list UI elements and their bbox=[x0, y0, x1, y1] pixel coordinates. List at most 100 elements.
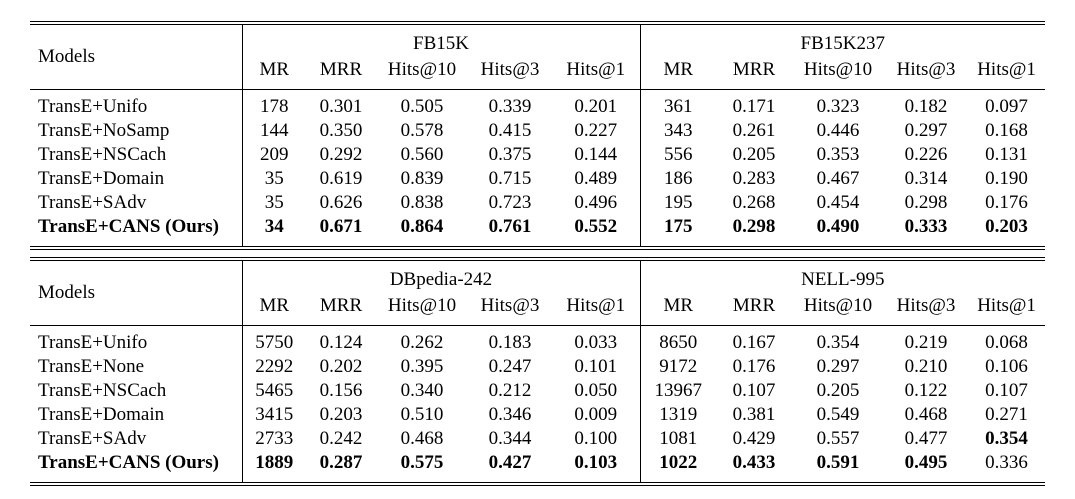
metric-value-cell: 0.375 bbox=[488, 144, 532, 165]
metric-value-cell: 0.477 bbox=[904, 428, 948, 449]
model-name-cell: TransE+None bbox=[30, 355, 243, 379]
model-name-cell: TransE+CANS (Ours) bbox=[30, 451, 243, 484]
metric-value-cell: 0.353 bbox=[816, 144, 860, 165]
metric-value-cell: 0.050 bbox=[552, 379, 641, 403]
metric-value-cell: 0.626 bbox=[319, 192, 363, 213]
metric-value-cell: 0.201 bbox=[552, 89, 641, 119]
metric-value-cell: 0.103 bbox=[552, 451, 641, 484]
metric-value-cell: 0.100 bbox=[552, 427, 641, 451]
table-row: TransE+Unifo 178 0.301 0.505 0.339 0.201 361 0.… bbox=[30, 89, 1045, 119]
metric-value-cell: 0.715 bbox=[488, 168, 532, 189]
metric-value-cell: 0.839 bbox=[400, 168, 444, 189]
model-name-cell: TransE+NSCach bbox=[30, 143, 243, 167]
metric-header: Hits@3 bbox=[884, 293, 969, 326]
metric-value-cell: 0.314 bbox=[904, 168, 948, 189]
metric-value-cell: 0.171 bbox=[732, 96, 776, 117]
table-row: TransE+Domain 3415 0.203 0.510 0.346 0.009 131… bbox=[30, 403, 1045, 427]
table-row: TransE+SAdv 35 0.626 0.838 0.723 0.496 195 0.26… bbox=[30, 191, 1045, 215]
table-row: TransE+CANS (Ours) 1889 0.287 0.575 0.427 0.1… bbox=[30, 451, 1045, 484]
metric-value-cell: 0.226 bbox=[904, 144, 948, 165]
metric-value-cell: 1319 bbox=[659, 404, 698, 425]
metric-value-cell: 0.298 bbox=[732, 216, 776, 237]
metric-header: Hits@1 bbox=[552, 293, 641, 326]
metric-value-cell: 0.297 bbox=[904, 120, 948, 141]
table-row: TransE+None 2292 0.202 0.395 0.247 0.101 9172 0… bbox=[30, 355, 1045, 379]
metric-value-cell: 2292 bbox=[255, 356, 294, 377]
metric-value-cell: 0.287 bbox=[319, 452, 363, 473]
metric-value-cell: 0.101 bbox=[552, 355, 641, 379]
metric-header: MRR bbox=[716, 57, 793, 90]
metric-value-cell: 0.203 bbox=[985, 216, 1028, 237]
metric-value-cell: 0.167 bbox=[732, 332, 776, 353]
model-name-cell: TransE+Unifo bbox=[30, 89, 243, 119]
metric-header: Hits@3 bbox=[468, 57, 552, 90]
metric-value-cell: 343 bbox=[664, 120, 693, 141]
metric-value-cell: 0.262 bbox=[400, 332, 444, 353]
metric-value-cell: 0.505 bbox=[400, 96, 444, 117]
metric-value-cell: 0.333 bbox=[904, 216, 948, 237]
model-name-cell: TransE+Domain bbox=[30, 167, 243, 191]
metric-value-cell: 0.429 bbox=[732, 428, 776, 449]
dataset-header: FB15K237 bbox=[800, 32, 886, 54]
metric-value-cell: 195 bbox=[664, 192, 693, 213]
metric-value-cell: 1081 bbox=[659, 428, 698, 449]
table-header: Models DBpedia-242 NELL-995 MR MRR Hits@10 Hit… bbox=[30, 259, 1046, 326]
metric-value-cell: 0.268 bbox=[732, 192, 776, 213]
metric-value-cell: 209 bbox=[260, 144, 289, 165]
metric-value-cell: 1022 bbox=[659, 452, 698, 473]
metric-value-cell: 0.323 bbox=[816, 96, 860, 117]
metric-value-cell: 0.446 bbox=[816, 120, 860, 141]
metric-value-cell: 0.242 bbox=[319, 428, 363, 449]
metric-value-cell: 0.433 bbox=[732, 452, 776, 473]
metric-value-cell: 0.107 bbox=[732, 380, 776, 401]
metric-value-cell: 0.205 bbox=[732, 144, 776, 165]
table-body: TransE+Unifo 5750 0.124 0.262 0.183 0.033 8650… bbox=[30, 325, 1045, 484]
metric-header-row: MR MRR Hits@10 Hits@3 Hits@1 MR MRR Hits@10 Hits… bbox=[30, 293, 1046, 326]
metric-value-cell: 0.671 bbox=[319, 216, 363, 237]
model-name-cell: TransE+Domain bbox=[30, 403, 243, 427]
metric-value-cell: 178 bbox=[260, 96, 289, 117]
model-name-cell: TransE+SAdv bbox=[30, 191, 243, 215]
metric-header: Hits@1 bbox=[968, 293, 1046, 326]
dataset-header-row: Models FB15K FB15K237 bbox=[30, 23, 1045, 90]
metric-value-cell: 0.182 bbox=[904, 96, 948, 117]
metric-value-cell: 0.336 bbox=[985, 452, 1028, 473]
metric-value-cell: 0.510 bbox=[400, 404, 444, 425]
metric-value-cell: 0.156 bbox=[319, 380, 363, 401]
models-column-header: Models bbox=[30, 259, 243, 326]
metric-value-cell: 0.131 bbox=[985, 144, 1028, 165]
models-column-header: Models bbox=[30, 23, 243, 90]
metric-value-cell: 0.427 bbox=[488, 452, 532, 473]
metric-value-cell: 0.212 bbox=[488, 380, 532, 401]
table-row: TransE+SAdv 2733 0.242 0.468 0.344 0.100 1081 0… bbox=[30, 427, 1045, 451]
results-table-fb15k-fb15k237: Models FB15K FB15K237 MR MRR Hits@10 Hits@3 Hit… bbox=[30, 21, 1046, 250]
metric-value-cell: 0.202 bbox=[319, 356, 363, 377]
results-table-dbpedia-nell: Models DBpedia-242 NELL-995 MR MRR Hits@10 Hit… bbox=[30, 257, 1046, 486]
metric-value-cell: 0.283 bbox=[732, 168, 776, 189]
metric-value-cell: 0.350 bbox=[319, 120, 363, 141]
metric-value-cell: 0.292 bbox=[319, 144, 363, 165]
metric-value-cell: 0.354 bbox=[985, 428, 1028, 449]
metric-header: Hits@1 bbox=[968, 57, 1046, 90]
table-row: TransE+Unifo 5750 0.124 0.262 0.183 0.033 8650… bbox=[30, 325, 1045, 355]
metric-header: Hits@3 bbox=[884, 57, 969, 90]
metric-value-cell: 0.838 bbox=[400, 192, 444, 213]
metric-value-cell: 0.340 bbox=[400, 380, 444, 401]
metric-value-cell: 0.205 bbox=[816, 380, 860, 401]
metric-header: MRR bbox=[716, 293, 793, 326]
metric-value-cell: 0.339 bbox=[488, 96, 532, 117]
metric-value-cell: 0.298 bbox=[904, 192, 948, 213]
metric-value-cell: 0.381 bbox=[732, 404, 776, 425]
metric-value-cell: 0.190 bbox=[985, 168, 1028, 189]
metric-value-cell: 0.168 bbox=[985, 120, 1028, 141]
metric-value-cell: 0.271 bbox=[985, 404, 1028, 425]
metric-value-cell: 186 bbox=[664, 168, 693, 189]
metric-value-cell: 0.415 bbox=[488, 120, 532, 141]
metric-header: Hits@10 bbox=[376, 293, 468, 326]
metric-value-cell: 35 bbox=[264, 192, 284, 213]
metric-value-cell: 0.468 bbox=[904, 404, 948, 425]
metric-value-cell: 8650 bbox=[659, 332, 698, 353]
metric-value-cell: 0.552 bbox=[552, 215, 641, 248]
metric-value-cell: 3415 bbox=[255, 404, 294, 425]
